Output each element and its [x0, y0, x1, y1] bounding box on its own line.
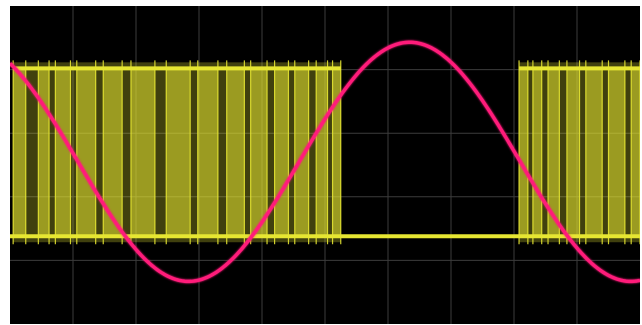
pwm-pulse [226, 68, 245, 237]
pwm-pulse [566, 68, 580, 237]
pwm-pulse [76, 68, 96, 237]
pwm-pulse [103, 68, 123, 237]
sine-wave-line [10, 40, 640, 284]
pwm-pulse [13, 68, 26, 237]
pwm-pulse [585, 68, 603, 237]
pwm-pulse [294, 68, 309, 237]
pwm-pulse [519, 68, 528, 237]
pwm-pulse [548, 68, 560, 237]
pwm-pulse [130, 68, 155, 237]
pwm-trace [10, 60, 640, 245]
pwm-pulse [250, 68, 268, 237]
pwm-pulse [532, 68, 542, 237]
sine-trace [10, 40, 640, 284]
pwm-pulse [631, 68, 640, 237]
waveform-plot [10, 6, 640, 324]
pwm-pulse [166, 68, 191, 237]
oscilloscope-screen [10, 6, 640, 324]
pwm-pulse [274, 68, 289, 237]
pwm-pulse [55, 68, 71, 237]
pwm-pulse [332, 68, 341, 237]
pwm-pulse [316, 68, 328, 237]
pwm-pulse [197, 68, 218, 237]
pwm-pulse [608, 68, 625, 237]
pwm-pulse [38, 68, 50, 237]
